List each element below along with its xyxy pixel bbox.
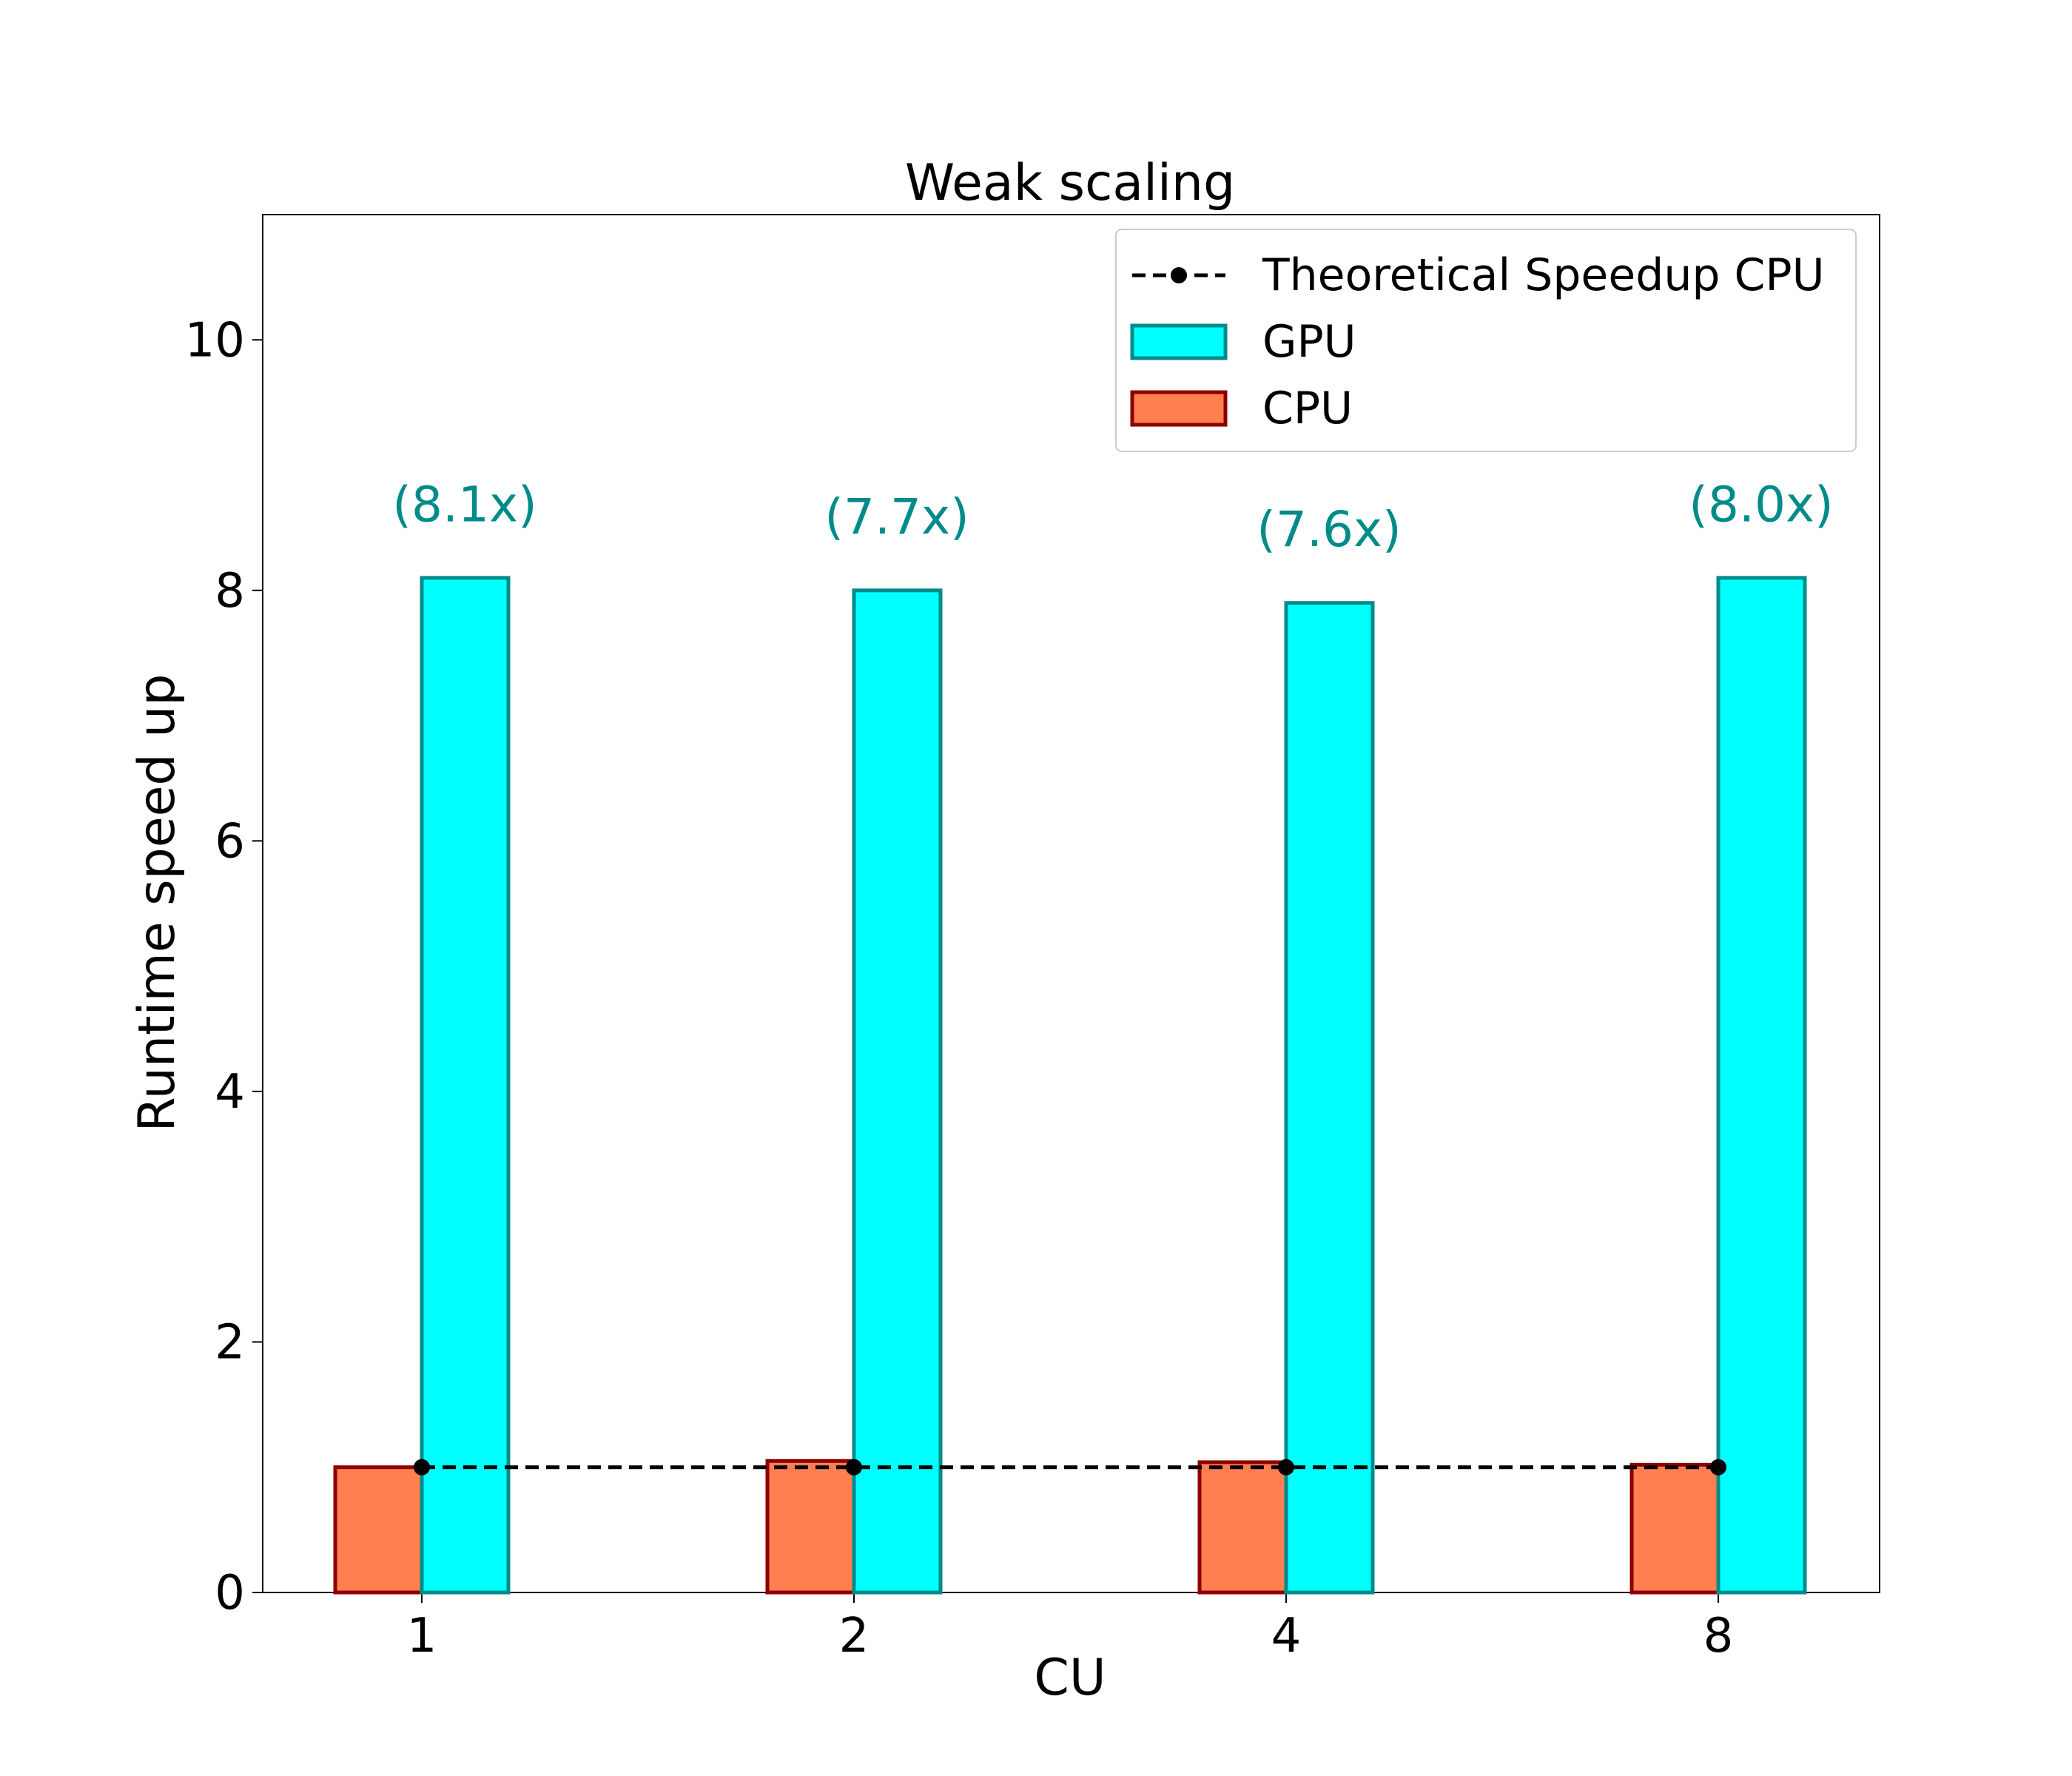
- plot-frame: [262, 214, 1880, 1593]
- y-tick-label: 10: [185, 313, 245, 368]
- bar-gpu: [420, 576, 511, 1595]
- chart-title: Weak scaling: [905, 154, 1235, 212]
- legend-marker-swatch: [1171, 267, 1187, 283]
- legend-bar-swatch-cpu: [1130, 390, 1228, 427]
- y-axis-label: Runtime speed up: [128, 674, 186, 1132]
- bar-cpu: [333, 1465, 424, 1595]
- y-tick-label: 0: [215, 1566, 245, 1621]
- x-tick-label: 2: [839, 1609, 870, 1664]
- x-axis-label: CU: [1034, 1649, 1106, 1707]
- y-tick-label: 2: [215, 1315, 245, 1370]
- theoretical-marker: [414, 1459, 430, 1476]
- bar-cpu: [765, 1459, 856, 1595]
- bar-gpu: [852, 588, 943, 1595]
- theoretical-marker: [1710, 1459, 1726, 1476]
- x-tick-label: 8: [1703, 1609, 1734, 1664]
- speedup-annotation: (8.1x): [392, 476, 537, 533]
- y-tick-label: 4: [215, 1065, 245, 1120]
- y-tick-label: 8: [215, 564, 245, 619]
- legend: Theoretical Speedup CPU GPU CPU: [1115, 229, 1857, 452]
- bar-gpu: [1716, 576, 1807, 1595]
- theoretical-marker: [846, 1459, 862, 1476]
- theoretical-marker: [1278, 1459, 1294, 1476]
- y-tick-label: 6: [215, 814, 245, 869]
- legend-bar-swatch-gpu: [1130, 323, 1228, 360]
- legend-label: CPU: [1262, 383, 1353, 434]
- speedup-annotation: (7.7x): [824, 488, 969, 545]
- legend-label: GPU: [1262, 316, 1356, 368]
- x-tick-label: 4: [1271, 1609, 1302, 1664]
- legend-box: [1115, 229, 1857, 452]
- x-tick-label: 1: [407, 1609, 437, 1664]
- bar-cpu: [1629, 1462, 1720, 1595]
- legend-label: Theoretical Speedup CPU: [1262, 249, 1825, 301]
- speedup-annotation: (8.0x): [1689, 476, 1834, 533]
- bar-gpu: [1284, 601, 1375, 1595]
- bar-cpu: [1197, 1460, 1288, 1595]
- speedup-annotation: (7.6x): [1257, 501, 1402, 558]
